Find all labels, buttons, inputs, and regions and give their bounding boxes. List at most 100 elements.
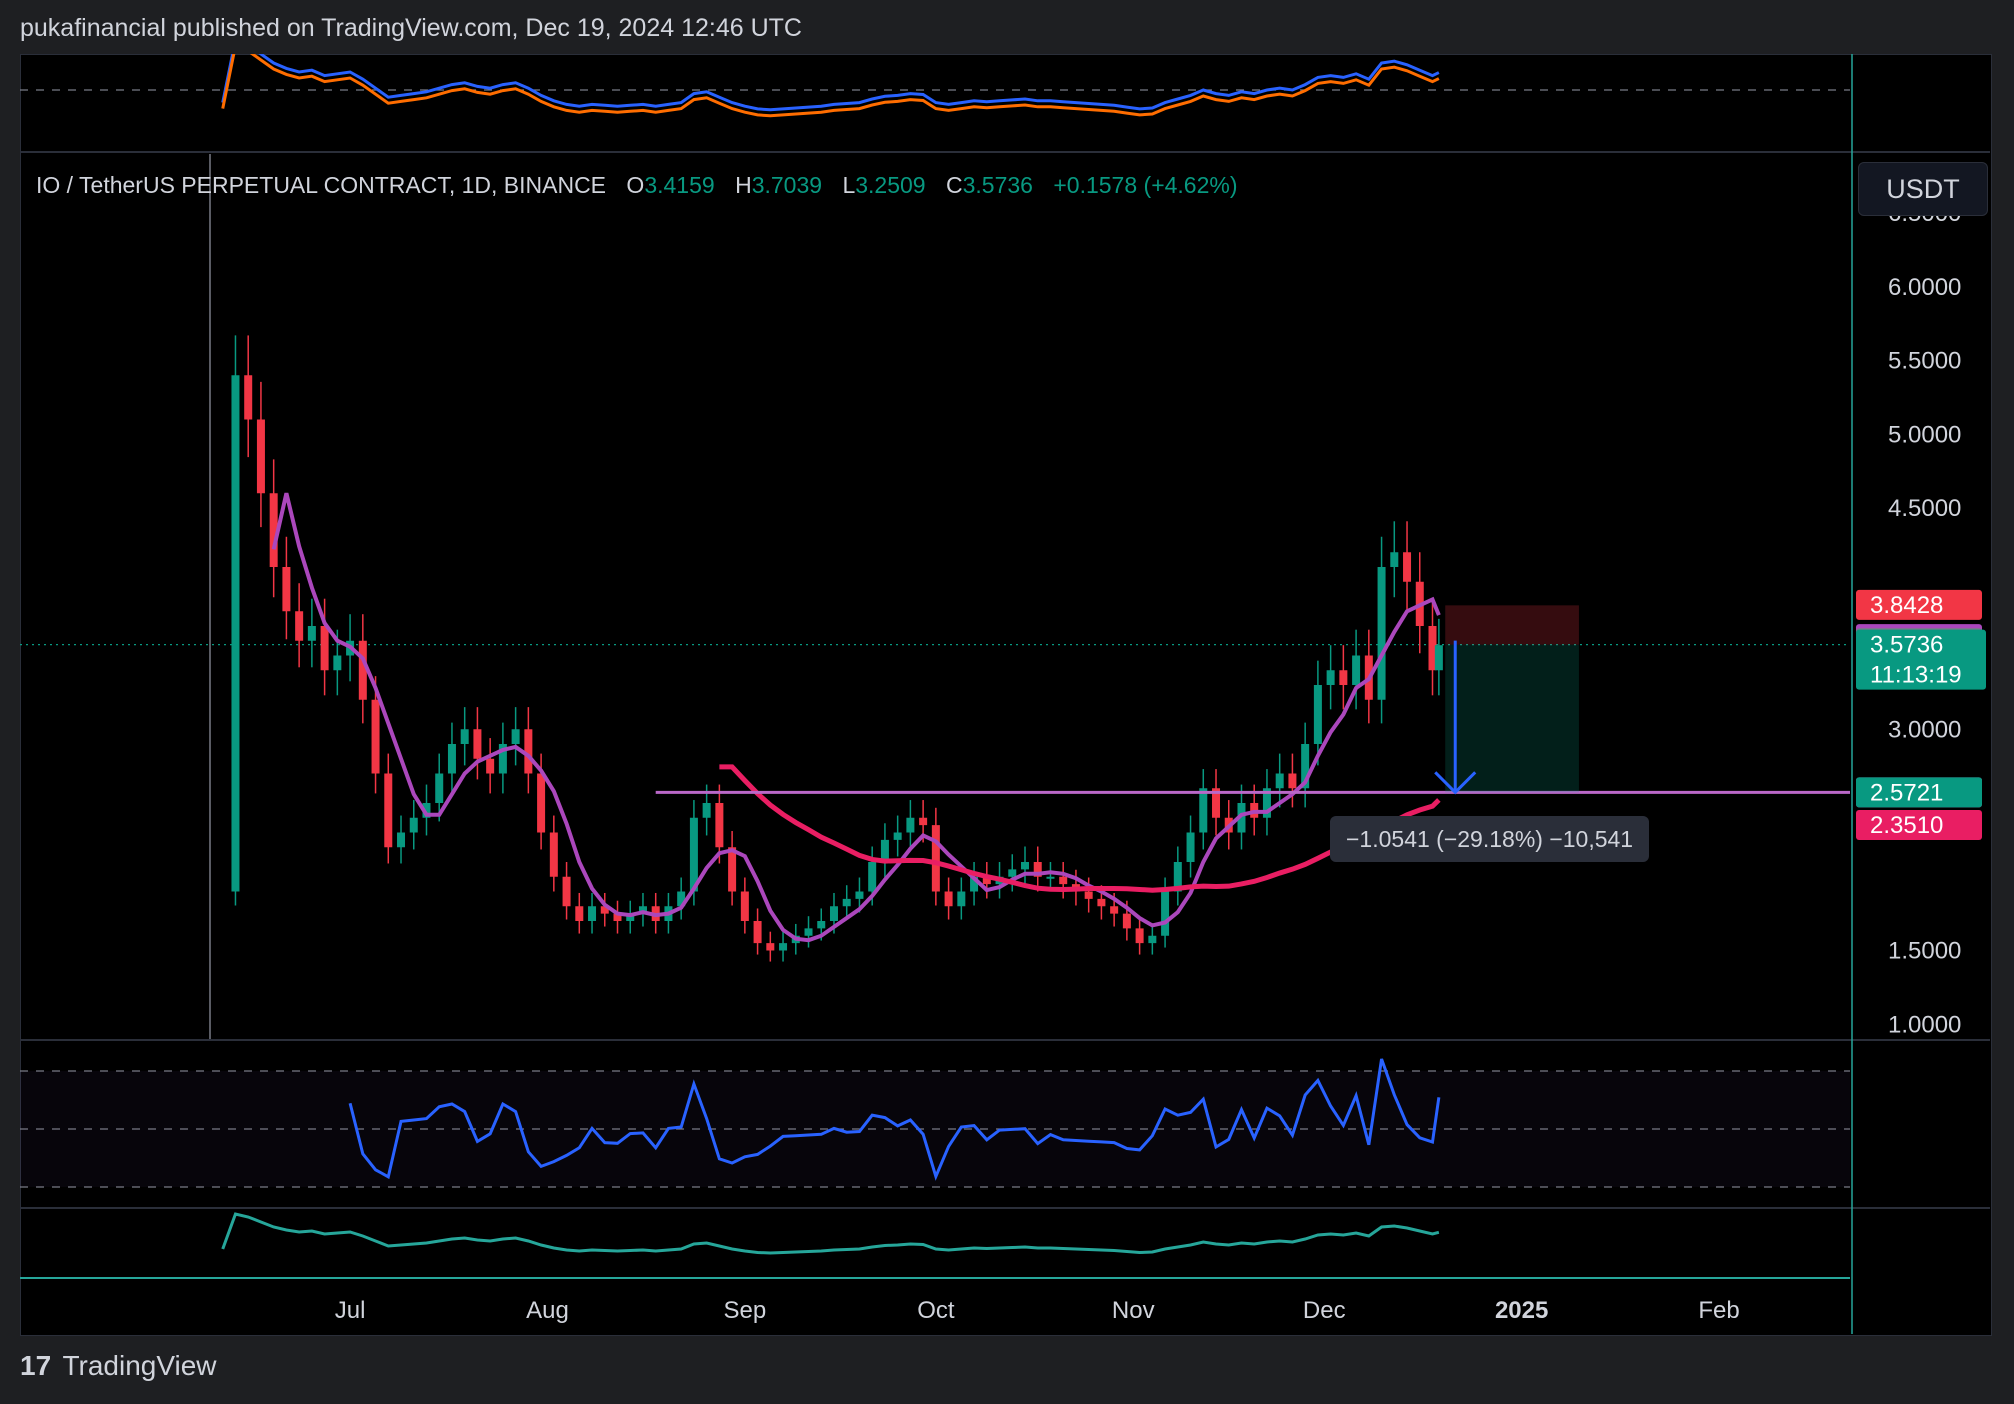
tradingview-logo: 17 TradingView (20, 1350, 217, 1382)
candle-body-44 (779, 943, 788, 951)
candle-body-23 (511, 729, 520, 744)
candle-body-15 (409, 817, 418, 833)
candle-body-40 (728, 847, 737, 892)
low-label: L (842, 172, 856, 198)
candle-body-92 (1390, 552, 1399, 567)
y-tick-label-2: 5.5000 (1888, 348, 1961, 375)
candle-body-82 (1262, 788, 1271, 818)
price-label-3: 3.5736 (1870, 632, 1943, 659)
x-tick-label-0: Jul (335, 1297, 366, 1324)
candle-body-30 (600, 906, 609, 914)
ma-fast-line (271, 492, 1441, 943)
candle-body-68 (1084, 891, 1093, 899)
candle-body-59 (970, 876, 979, 892)
candle-body-52 (880, 839, 889, 862)
candle-body-37 (689, 817, 698, 892)
x-tick-label-6: 2025 (1495, 1297, 1548, 1324)
close-value: 3.5736 (962, 172, 1033, 198)
take-profit-zone (1445, 644, 1579, 793)
candle-body-3 (256, 419, 265, 494)
candle-body-25 (537, 773, 546, 833)
price-label-bg-5 (1856, 777, 1982, 808)
candle-body-87 (1326, 670, 1335, 685)
currency-selector[interactable]: USDT (1858, 162, 1988, 216)
symbol-name: IO / TetherUS PERPETUAL CONTRACT, 1D, BI… (36, 172, 607, 198)
candle-body-57 (944, 891, 953, 907)
candle-body-9 (333, 655, 342, 671)
candle-body-58 (957, 891, 966, 907)
candle-body-89 (1352, 655, 1361, 685)
candle-body-73 (1148, 935, 1157, 944)
candle-body-91 (1377, 567, 1386, 700)
candle-body-42 (753, 921, 762, 944)
y-tick-label-7: 1.0000 (1888, 1011, 1961, 1038)
candle-body-41 (740, 891, 749, 921)
candle-body-20 (473, 729, 482, 759)
candle-body-22 (498, 744, 507, 774)
candle-body-19 (460, 729, 469, 744)
ma-slow-line (719, 764, 1441, 893)
candle-body-1 (231, 375, 240, 892)
low-value: 3.2509 (855, 172, 926, 198)
candle-body-7 (307, 626, 316, 641)
candle-body-66 (1059, 876, 1068, 885)
candle-body-78 (1212, 788, 1221, 818)
candle-body-18 (447, 744, 456, 774)
candle-body-29 (588, 906, 597, 921)
high-label: H (735, 172, 752, 198)
candle-body-72 (1135, 928, 1144, 944)
candle-body-11 (358, 640, 367, 700)
measure-tooltip: −1.0541 (−29.18%) −10,541 (1330, 816, 1650, 862)
volume-line (221, 1212, 1440, 1255)
candle-body-75 (1173, 862, 1182, 892)
candle-body-54 (906, 817, 915, 833)
candle-body-38 (702, 803, 711, 818)
countdown-label: 11:13:19 (1870, 662, 1962, 689)
candle-body-77 (1199, 788, 1208, 833)
candle-body-8 (320, 626, 329, 671)
candle-body-93 (1403, 552, 1412, 582)
candle-body-43 (766, 943, 775, 951)
price-label-bg-0 (1856, 589, 1982, 620)
candle-body-21 (486, 758, 495, 774)
high-value: 3.7039 (751, 172, 823, 198)
candle-body-56 (931, 825, 940, 892)
chart-frame (20, 54, 1992, 1336)
candle-body-13 (384, 773, 393, 848)
x-tick-label-1: Aug (526, 1297, 569, 1324)
price-label-bg-6 (1856, 809, 1982, 840)
macd-line (221, 54, 1440, 112)
x-tick-label-4: Nov (1112, 1297, 1155, 1324)
price-label-0: 3.8428 (1870, 592, 1943, 619)
candle-body-6 (295, 611, 304, 641)
candle-body-24 (524, 729, 533, 774)
candle-body-5 (282, 567, 291, 612)
candle-body-50 (855, 891, 864, 899)
candle-body-49 (842, 898, 851, 907)
candle-body-31 (613, 913, 622, 921)
candle-body-95 (1428, 626, 1437, 671)
publisher-header: pukafinancial published on TradingView.c… (20, 14, 802, 42)
candle-body-33 (638, 906, 647, 914)
candle-body-2 (244, 375, 253, 420)
candle-body-26 (549, 832, 558, 877)
y-tick-label-4: 4.5000 (1888, 495, 1961, 522)
macd-signal-line (221, 54, 1440, 118)
y-tick-label-5: 3.0000 (1888, 716, 1961, 743)
x-tick-label-7: Feb (1698, 1297, 1739, 1324)
price-chart[interactable]: 6.50006.00005.50005.00004.50003.00001.50… (20, 54, 1990, 1334)
candle-body-70 (1110, 906, 1119, 914)
candle-body-53 (893, 832, 902, 840)
candle-body-69 (1097, 898, 1106, 907)
candle-body-28 (575, 906, 584, 921)
symbol-legend: IO / TetherUS PERPETUAL CONTRACT, 1D, BI… (36, 172, 1238, 199)
price-label-6: 2.3510 (1870, 812, 1943, 839)
candle-body-27 (562, 876, 571, 907)
candle-body-14 (397, 832, 406, 848)
candle-body-17 (435, 773, 444, 803)
candle-body-80 (1237, 803, 1246, 833)
candle-body-88 (1339, 670, 1348, 685)
measure-arrow-head (1434, 771, 1477, 795)
candle-body-16 (422, 803, 431, 818)
open-label: O (626, 172, 645, 198)
